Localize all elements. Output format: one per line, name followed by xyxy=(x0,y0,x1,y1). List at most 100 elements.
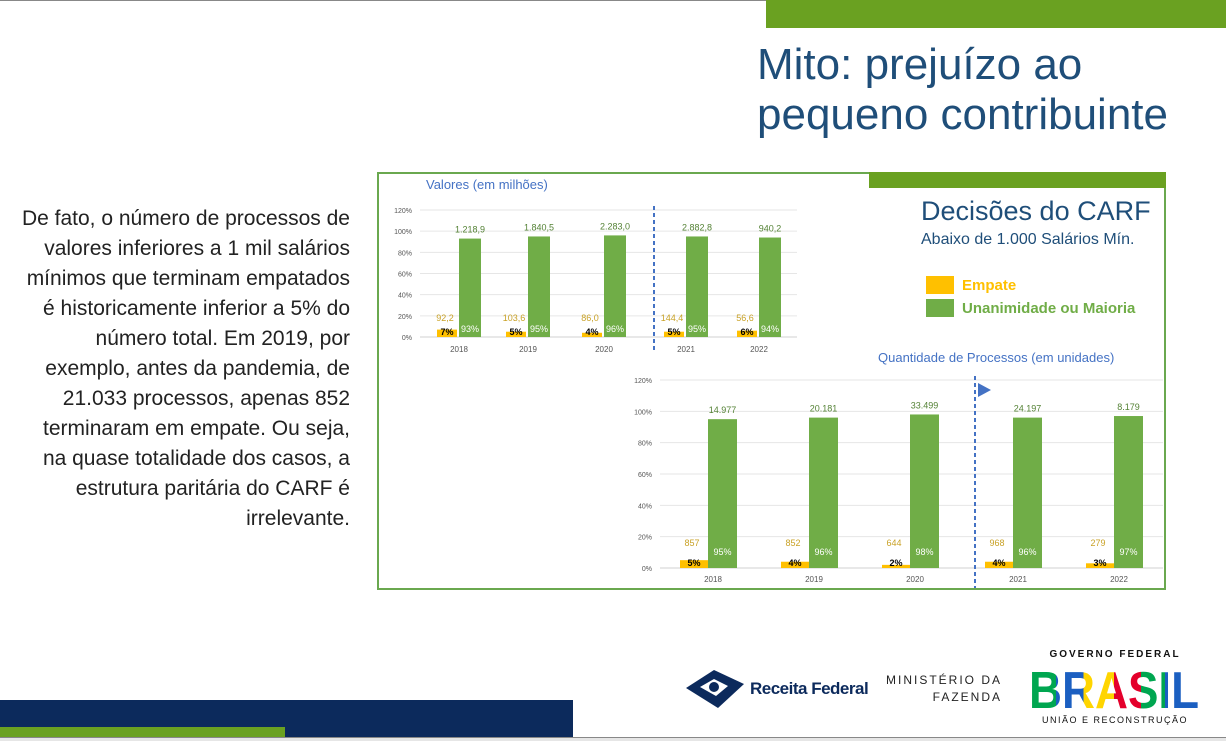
maioria-percent-label: 95% xyxy=(688,324,706,334)
bar-maioria xyxy=(1013,417,1042,568)
brasil-logo: BRASIL xyxy=(1029,665,1199,711)
y-tick-label: 100% xyxy=(394,229,412,236)
governo-federal-text: GOVERNO FEDERAL xyxy=(1049,649,1181,660)
empate-value-label: 86,0 xyxy=(581,313,599,323)
bar-empate xyxy=(664,331,684,337)
x-tick-label: 2021 xyxy=(677,345,695,354)
y-tick-label: 120% xyxy=(634,378,652,385)
bar-maioria xyxy=(686,236,708,337)
maioria-value-label: 24.197 xyxy=(1014,404,1042,414)
bar-maioria xyxy=(1114,416,1143,568)
chart-values: 0% 20% 40% 60% 80% 100% 120% 7% 93% 92,2 1.218,9 20… xyxy=(394,206,797,354)
empate-percent-label: 3% xyxy=(1093,558,1106,568)
y-tick-label: 80% xyxy=(398,250,412,257)
maioria-value-label: 2.283,0 xyxy=(600,221,630,231)
maioria-value-label: 1.840,5 xyxy=(524,222,554,232)
bar-maioria xyxy=(604,235,626,337)
chart-quantity: 0% 20% 40% 60% 80% 100% 120% 5% 95% 857 14.977 2018… xyxy=(634,376,1163,588)
chart-quantity-title: Quantidade de Processos (em unidades) xyxy=(878,350,1115,365)
empate-value-label: 644 xyxy=(886,538,901,548)
legend-swatch xyxy=(926,276,954,294)
empate-percent-label: 4% xyxy=(992,558,1005,568)
empate-percent-label: 6% xyxy=(740,327,753,337)
bar-empate xyxy=(985,561,1013,568)
empate-value-label: 968 xyxy=(989,538,1004,548)
maioria-percent-label: 95% xyxy=(713,547,731,557)
x-tick-label: 2019 xyxy=(519,345,537,354)
legend-maioria: Unanimidade ou Maioria xyxy=(926,299,1135,317)
empate-value-label: 857 xyxy=(684,538,699,548)
chart-panel xyxy=(377,172,1166,590)
top-accent-bar xyxy=(766,0,1226,28)
x-tick-label: 2018 xyxy=(450,345,468,354)
bottom-divider xyxy=(0,737,1226,741)
maioria-value-label: 14.977 xyxy=(709,405,737,415)
bar-maioria xyxy=(759,237,781,337)
y-tick-label: 0% xyxy=(642,566,652,573)
bar-empate xyxy=(1086,563,1114,568)
maioria-percent-label: 96% xyxy=(1018,547,1036,557)
y-tick-label: 40% xyxy=(638,503,652,510)
empate-value-label: 56,6 xyxy=(736,313,754,323)
receita-emblem-icon xyxy=(686,670,744,708)
chart-values-title: Valores (em milhões) xyxy=(426,177,548,192)
bar-maioria xyxy=(809,417,838,568)
uniao-reconstrucao-text: UNIÃO E RECONSTRUÇÃO xyxy=(1041,715,1188,725)
y-tick-label: 60% xyxy=(398,272,412,279)
empate-value-label: 852 xyxy=(785,538,800,548)
y-tick-label: 0% xyxy=(402,335,412,342)
maioria-value-label: 8.179 xyxy=(1117,402,1140,412)
receita-text: Receita Federal xyxy=(750,679,869,698)
bar-empate xyxy=(882,564,910,568)
y-tick-label: 20% xyxy=(398,314,412,321)
bar-empate xyxy=(781,561,809,568)
bar-empate xyxy=(437,329,457,337)
bar-maioria xyxy=(708,419,737,568)
panel-subtitle: Abaixo de 1.000 Salários Mín. xyxy=(921,231,1135,248)
ministerio-line-2: FAZENDA xyxy=(932,690,1002,704)
maioria-percent-label: 96% xyxy=(606,324,624,334)
empate-value-label: 103,6 xyxy=(503,313,526,323)
bar-empate xyxy=(582,332,602,337)
x-tick-label: 2018 xyxy=(704,575,722,584)
empate-percent-label: 7% xyxy=(440,327,453,337)
panel-accent-bar xyxy=(869,172,1166,188)
y-tick-label: 20% xyxy=(638,535,652,542)
empate-percent-label: 4% xyxy=(788,558,801,568)
empate-percent-label: 4% xyxy=(585,327,598,337)
empate-value-label: 144,4 xyxy=(661,313,684,323)
empate-value-label: 279 xyxy=(1090,538,1105,548)
maioria-value-label: 20.181 xyxy=(810,404,838,414)
empate-percent-label: 5% xyxy=(687,558,700,568)
panel-title: Decisões do CARF xyxy=(921,196,1151,226)
empate-value-label: 92,2 xyxy=(436,313,454,323)
maioria-percent-label: 93% xyxy=(461,324,479,334)
x-tick-label: 2022 xyxy=(1110,575,1128,584)
maioria-percent-label: 98% xyxy=(915,547,933,557)
arrow-marker-icon xyxy=(978,383,991,397)
ministerio-logo: MINISTÉRIO DA FAZENDA xyxy=(880,672,1002,706)
bar-maioria xyxy=(459,238,481,337)
maioria-percent-label: 97% xyxy=(1119,547,1137,557)
legend-label: Unanimidade ou Maioria xyxy=(962,299,1136,317)
maioria-percent-label: 95% xyxy=(530,324,548,334)
x-tick-label: 2022 xyxy=(750,345,768,354)
y-tick-label: 100% xyxy=(634,409,652,416)
top-divider xyxy=(0,0,1226,1)
legend-label: Empate xyxy=(962,276,1017,294)
y-tick-label: 40% xyxy=(398,293,412,300)
bar-empate xyxy=(680,560,708,568)
empate-percent-label: 5% xyxy=(667,327,680,337)
bar-empate xyxy=(737,330,757,337)
bar-maioria xyxy=(910,414,939,568)
title-line-1: Mito: prejuízo ao xyxy=(757,40,1083,89)
legend-swatch xyxy=(926,299,954,317)
y-tick-label: 80% xyxy=(638,441,652,448)
brasil-wordmark: BRASIL xyxy=(1029,665,1199,711)
receita-federal-logo: Receita Federal xyxy=(684,668,869,710)
maioria-value-label: 2.882,8 xyxy=(682,222,712,232)
ministerio-line-1: MINISTÉRIO DA xyxy=(885,673,1002,687)
footer-green-bar xyxy=(0,727,285,737)
title-line-2: pequeno contribuinte xyxy=(757,90,1168,139)
x-tick-label: 2019 xyxy=(805,575,823,584)
